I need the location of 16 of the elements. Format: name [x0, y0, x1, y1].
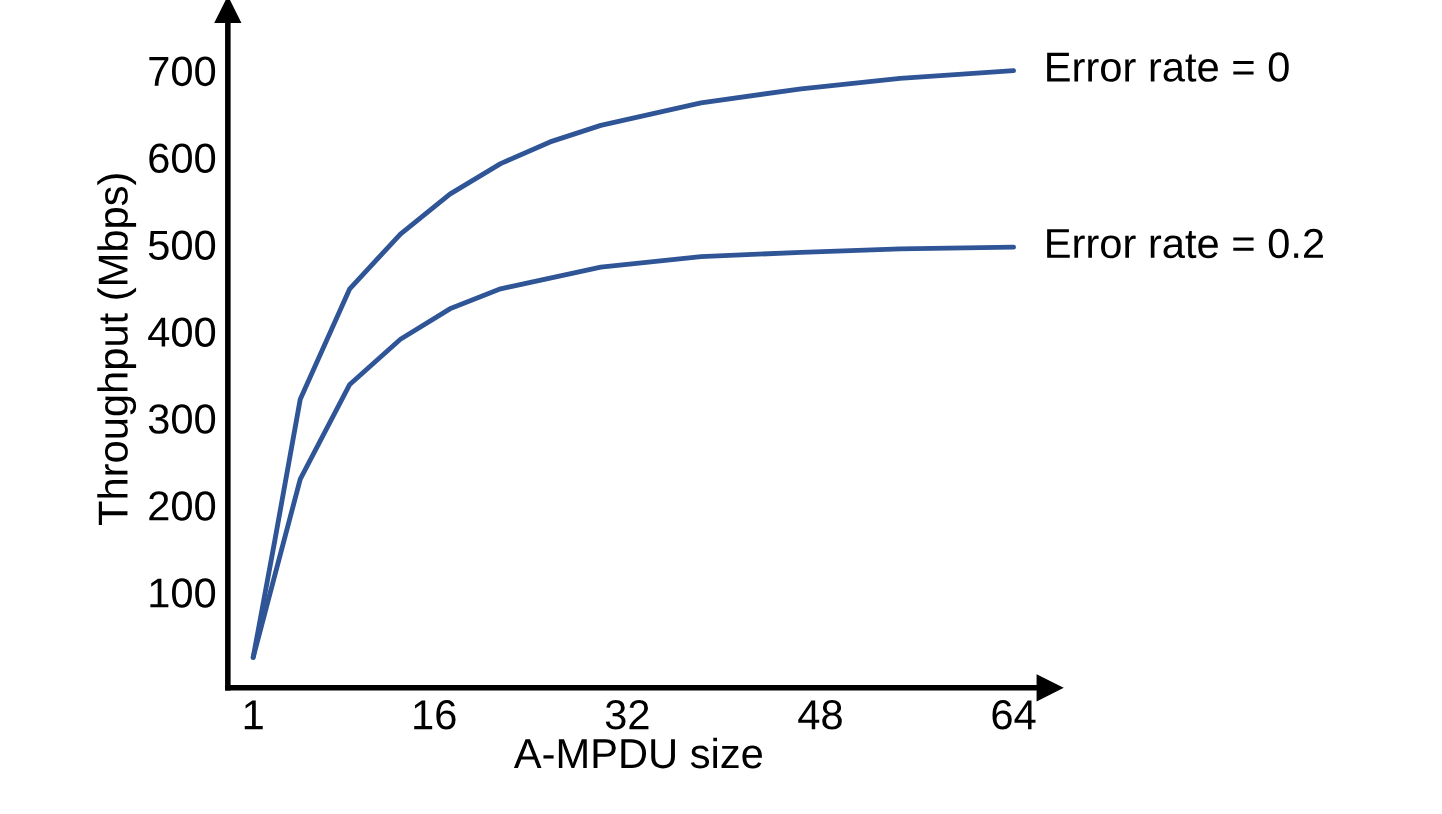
x-axis-title: A-MPDU size: [513, 737, 762, 769]
y-axis-title: Throughput (Mbps): [97, 174, 137, 526]
y-tick-label: 500: [148, 230, 216, 260]
x-tick-label: 32: [605, 700, 649, 730]
y-tick-label: 100: [150, 578, 216, 608]
y-tick-label: 300: [148, 404, 216, 434]
series-label: Error rate = 0: [1047, 52, 1289, 82]
x-tick-label: 48: [798, 700, 842, 730]
y-tick-label: 400: [148, 317, 216, 347]
x-tick-label: 64: [992, 700, 1036, 730]
x-tick-label: 16: [414, 700, 456, 730]
y-tick-label: 200: [149, 491, 216, 521]
x-tick-label: 1: [244, 700, 263, 730]
y-tick-label: 700: [149, 56, 216, 87]
series-label: Error rate = 0.2: [1047, 228, 1324, 259]
y-tick-label: 600: [149, 143, 216, 174]
